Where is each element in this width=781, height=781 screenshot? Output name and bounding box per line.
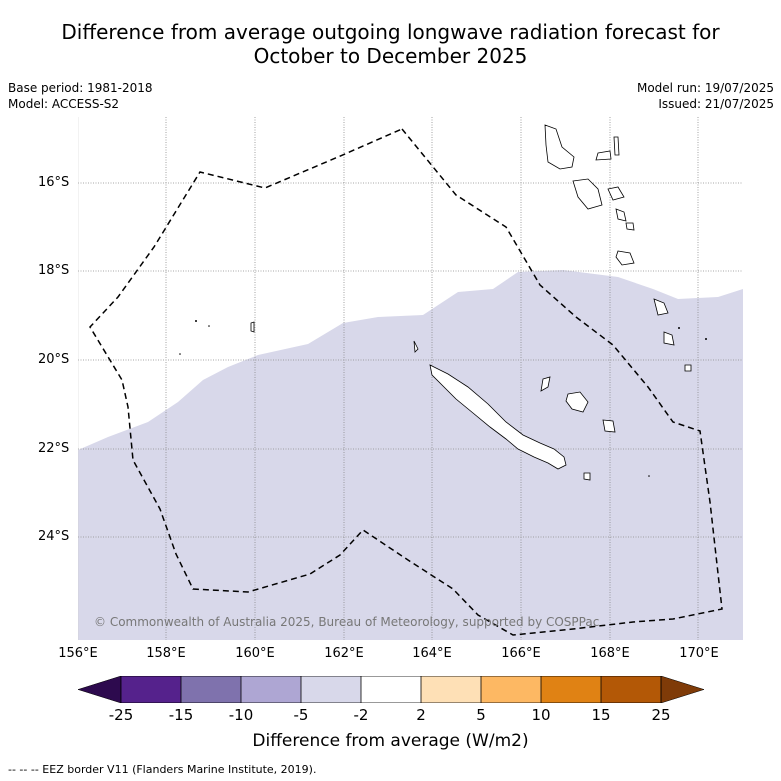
colorbar <box>77 675 705 704</box>
colorbar-bin-5 <box>361 676 421 703</box>
colorbar-tick-7: 5 <box>476 706 486 724</box>
colorbar-tick-4: -5 <box>293 706 309 724</box>
islet-5 <box>705 338 707 340</box>
colorbar-bin-2 <box>181 676 241 703</box>
eez-legend: -- -- -- EEZ border V11 (Flanders Marine… <box>8 763 317 776</box>
map-panel: © Commonwealth of Australia 2025, Bureau… <box>78 117 743 640</box>
vanuatu-island-1 <box>544 124 575 170</box>
vanuatu-island-3 <box>613 136 620 156</box>
base-period: Base period: 1981-2018 <box>8 81 153 95</box>
lon-label-158e: 158°E <box>146 646 186 661</box>
islet-6 <box>648 475 650 477</box>
loyalty-island-1 <box>540 376 551 392</box>
islet-1 <box>195 320 197 322</box>
lat-label-18s: 18°S <box>38 263 70 278</box>
colorbar-tick-8: 10 <box>531 706 551 724</box>
colorbar-label: Difference from average (W/m2) <box>252 731 529 751</box>
meta-right: Model run: 19/07/2025 Issued: 21/07/2025 <box>637 80 774 112</box>
colorbar-tick-10: 25 <box>651 706 671 724</box>
vanuatu-island-2 <box>595 150 612 161</box>
island-east-1 <box>653 298 669 316</box>
colorbar-extend-low <box>77 675 122 704</box>
map-svg <box>78 117 743 640</box>
eez-border <box>89 128 723 636</box>
colorbar-tick-6: 2 <box>416 706 426 724</box>
vanuatu-island-7 <box>625 222 635 231</box>
islet-2 <box>208 325 210 327</box>
islet-4 <box>678 327 680 329</box>
colorbar-bin-9 <box>601 676 661 703</box>
model-run: Model run: 19/07/2025 <box>636 81 774 95</box>
colorbar-tick-5: -2 <box>353 706 369 724</box>
colorbar-bin-8 <box>541 676 601 703</box>
colorbar-tick-2: -15 <box>168 706 194 724</box>
colorbar-bin-3 <box>241 676 301 703</box>
lon-label-168e: 168°E <box>590 646 630 661</box>
meta-left: Base period: 1981-2018 Model: ACCESS-S2 <box>8 80 153 112</box>
gridlines <box>78 117 743 640</box>
isle-of-pines <box>583 472 591 481</box>
anomaly-region <box>78 270 743 640</box>
lon-label-170e: 170°E <box>679 646 719 661</box>
lon-label-164e: 164°E <box>412 646 452 661</box>
model-name: Model: ACCESS-S2 <box>8 97 120 111</box>
colorbar-tick-1: -25 <box>108 706 134 724</box>
colorbar-bin-4 <box>301 676 361 703</box>
loyalty-island-3 <box>602 419 616 433</box>
lon-label-156e: 156°E <box>58 646 98 661</box>
title-line-1: Difference from average outgoing longwav… <box>61 20 720 44</box>
lat-label-22s: 22°S <box>38 441 70 456</box>
title-line-2: October to December 2025 <box>253 44 528 68</box>
colorbar-bin-6 <box>421 676 481 703</box>
lon-label-162e: 162°E <box>324 646 364 661</box>
islet-3 <box>179 353 181 355</box>
chart-title: Difference from average outgoing longwav… <box>0 20 781 68</box>
vanuatu-island-5 <box>607 186 625 201</box>
lon-label-166e: 166°E <box>501 646 541 661</box>
loyalty-island-2 <box>565 391 589 413</box>
lat-label-16s: 16°S <box>38 175 70 190</box>
issued-date: Issued: 21/07/2025 <box>658 97 774 111</box>
vanuatu-island-6 <box>615 208 627 222</box>
copyright-notice: © Commonwealth of Australia 2025, Bureau… <box>94 615 600 629</box>
vanuatu-island-8 <box>615 250 635 266</box>
lon-label-160e: 160°E <box>235 646 275 661</box>
new-caledonia-island <box>429 364 567 470</box>
colorbar-bin-1 <box>121 676 181 703</box>
lat-label-24s: 24°S <box>38 529 70 544</box>
island-small <box>413 340 419 353</box>
vanuatu-island-4 <box>572 178 603 210</box>
colorbar-bin-7 <box>481 676 541 703</box>
lat-label-20s: 20°S <box>38 352 70 367</box>
island-east-2 <box>663 331 675 346</box>
island-west-1 <box>250 321 255 333</box>
colorbar-svg <box>77 675 705 704</box>
colorbar-dividers <box>180 676 602 703</box>
island-east-3 <box>684 364 692 372</box>
colorbar-extend-high <box>660 675 705 704</box>
colorbar-tick-3: -10 <box>228 706 254 724</box>
colorbar-tick-9: 15 <box>591 706 611 724</box>
